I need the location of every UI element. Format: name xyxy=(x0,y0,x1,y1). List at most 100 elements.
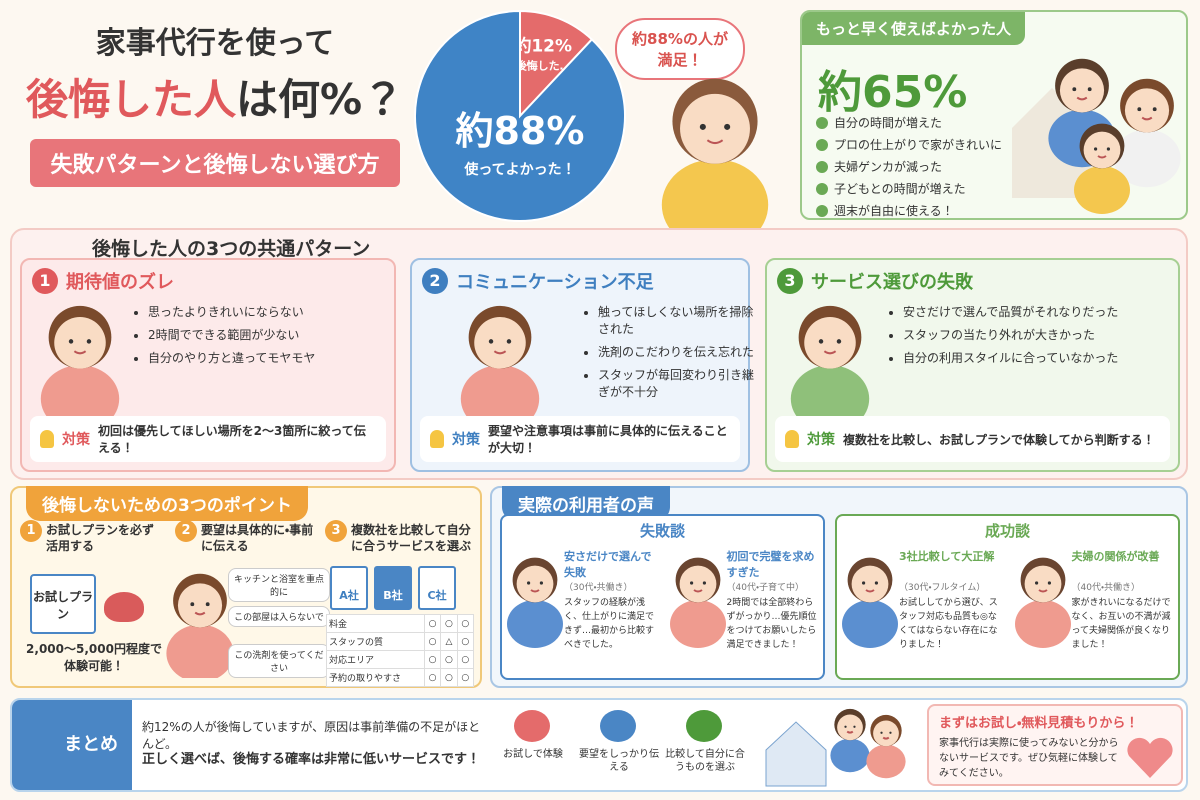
mouth xyxy=(194,611,206,616)
face xyxy=(1059,68,1105,113)
card-title: コミュニケーション不足 xyxy=(456,272,654,293)
compare-table: 料金 ○ ○ ○ スタッフの質 ○ △ ○ 対応エリア ○ ○ ○ 予約の取りやすさ ○ ○ ○ xyxy=(326,614,475,687)
compare-cell: ○ xyxy=(456,614,475,633)
early-item-text: 夫婦ゲンカが減った xyxy=(834,160,943,174)
point-number: 2 xyxy=(175,520,197,542)
voice-title: 夫婦の関係が改善 xyxy=(1071,550,1160,563)
eye xyxy=(1047,581,1051,585)
house xyxy=(765,721,827,787)
check-icon xyxy=(816,182,828,195)
mouth xyxy=(823,350,837,355)
body xyxy=(790,365,870,420)
early-item: 自分の時間が増えた xyxy=(816,114,1016,131)
card-number: 2 xyxy=(422,268,448,294)
check-icon xyxy=(816,204,828,217)
slice-caption: 後悔した… xyxy=(515,58,571,72)
bullet: 安さだけで選んで品質がそれなりだった xyxy=(903,304,1184,321)
mouth xyxy=(1141,116,1153,121)
compare-cell: △ xyxy=(440,632,458,651)
eye xyxy=(1087,87,1092,92)
slice-label: 約12% xyxy=(513,35,572,56)
trial-note: お試しプラン xyxy=(30,574,96,634)
mouth xyxy=(882,736,890,740)
card-number: 3 xyxy=(777,268,803,294)
request-bubble: この洗剤を使ってください xyxy=(228,644,330,678)
step-icon xyxy=(686,710,722,742)
early-title: もっと早く使えばよかった人 xyxy=(802,12,1026,45)
pattern-card: 2 コミュニケーション不足触ってほしくない場所を掃除された洗剤のこだわりを伝え忘れ… xyxy=(410,258,754,472)
eye xyxy=(68,339,74,344)
bullet: スタッフが毎回変わり引き継ぎが不十分 xyxy=(598,367,754,401)
subtitle: 失敗パターンと後悔しない選び方 xyxy=(30,139,400,187)
voice-text: お試ししてから選び、スタッフ対応も品質も◎なくてはならない存在になりました！ xyxy=(899,598,998,650)
voice-meta: （30代・共働き） xyxy=(564,583,633,593)
body xyxy=(1113,129,1181,188)
card-title: サービス選びの失敗 xyxy=(811,272,973,293)
bullet: 触ってほしくない場所を掃除された xyxy=(598,304,754,338)
illustration xyxy=(460,305,540,420)
voice-meta: （40代・共働き） xyxy=(1071,583,1141,593)
summary-line: 正しく選べば、後悔する確率は非常に低いサービスです！ xyxy=(142,752,481,767)
summary-line: 約12%の人が後悔していますが、原因は事前準備の不足がほとんど。 xyxy=(142,720,481,751)
illustration xyxy=(765,708,906,787)
bullet: 2時間でできる範囲が少ない xyxy=(148,327,400,344)
eye xyxy=(844,725,847,728)
voice-title: 3社比較して大正解 xyxy=(899,550,995,563)
illustration xyxy=(790,305,870,420)
point-number: 3 xyxy=(325,520,347,542)
title-highlight: 後悔した人 xyxy=(25,75,236,124)
face xyxy=(1024,565,1061,603)
voice-text: スタッフの経験が浅く、仕上がりに満足できず…最初から比較すべきでした。 xyxy=(564,598,655,650)
body xyxy=(460,365,540,420)
mouth xyxy=(1076,96,1088,101)
summary-section: まとめ 約12%の人が後悔していますが、原因は事前準備の不足がほとんど。 正しく… xyxy=(10,698,1188,792)
mouth xyxy=(706,139,724,145)
cta: まずはお試し・無料見積もりから！ 家事代行は実際に使ってみないと分からないサービ… xyxy=(927,704,1183,786)
company-icon: B社 xyxy=(374,566,412,610)
slice-caption: 使ってよかった！ xyxy=(463,161,575,178)
illustration xyxy=(842,557,898,648)
compare-row: スタッフの質 ○ △ ○ xyxy=(326,632,475,651)
request-bubble: キッチンと浴室を重点的に xyxy=(228,568,330,602)
voice-label: 成功談 xyxy=(984,522,1030,540)
cta-text: 家事代行は実際に使ってみないと分からないサービスです。ぜひ気軽に体験してみてくだ… xyxy=(939,738,1119,779)
compare-cell: ○ xyxy=(440,668,458,687)
bulb-icon xyxy=(430,430,444,448)
eye xyxy=(1072,87,1077,92)
section-heading: 後悔した人の3つの共通パターン xyxy=(92,238,371,260)
step-text: 比較して自分に合うものを選ぶ xyxy=(665,749,745,773)
mouth xyxy=(530,589,540,593)
heart xyxy=(1127,737,1173,778)
face xyxy=(54,317,106,369)
tip-text: 複数社を比較し、お試しプランで体験してから判断する！ xyxy=(843,432,1155,447)
early-box: もっと早く使えばよかった人 約65% 自分の時間が増えた プロの仕上がりで家がきれ… xyxy=(800,10,1188,220)
bullet: 洗剤のこだわりを伝え忘れた xyxy=(598,344,754,361)
bullet: スタッフの当たり外れが大きかった xyxy=(903,327,1184,344)
speech-bubble: 約88%の人が満足！ xyxy=(615,18,745,80)
eye xyxy=(889,731,892,734)
point-column: 3 複数社を比較して自分に合うサービスを選ぶ xyxy=(325,520,475,680)
face xyxy=(177,583,223,628)
compare-row: 対応エリア ○ ○ ○ xyxy=(326,650,475,669)
section-heading: 後悔しないための3つのポイント xyxy=(26,486,308,521)
bulb-icon xyxy=(40,430,54,448)
request-bubble: この部屋は入らないで xyxy=(228,606,330,627)
tip-text: 初回は優先してほしい場所を2〜3箇所に絞って伝える！ xyxy=(98,424,366,455)
eye xyxy=(702,581,706,585)
voice-meta: （30代・フルタイム） xyxy=(899,583,986,593)
title-line: 家事代行を使って xyxy=(95,26,335,61)
check-icon xyxy=(816,138,828,151)
tip-text: 要望や注意事項は事前に具体的に伝えることが大切！ xyxy=(488,424,728,455)
compare-cell: ○ xyxy=(456,632,475,651)
early-list: 自分の時間が増えた プロの仕上がりで家がきれいに 夫婦ゲンカが減った 子どもとの時間が… xyxy=(816,114,1016,224)
step-text: お試しで体験 xyxy=(503,749,563,760)
eye xyxy=(880,731,883,734)
mouth xyxy=(692,589,703,593)
point-title: 要望は具体的に・事前に伝える xyxy=(201,523,314,553)
point-number: 1 xyxy=(20,520,42,542)
face xyxy=(1083,131,1121,169)
eye xyxy=(689,581,693,585)
eye xyxy=(1034,581,1038,585)
price: 2,000〜5,000円程度で体験可能！ xyxy=(26,642,162,673)
